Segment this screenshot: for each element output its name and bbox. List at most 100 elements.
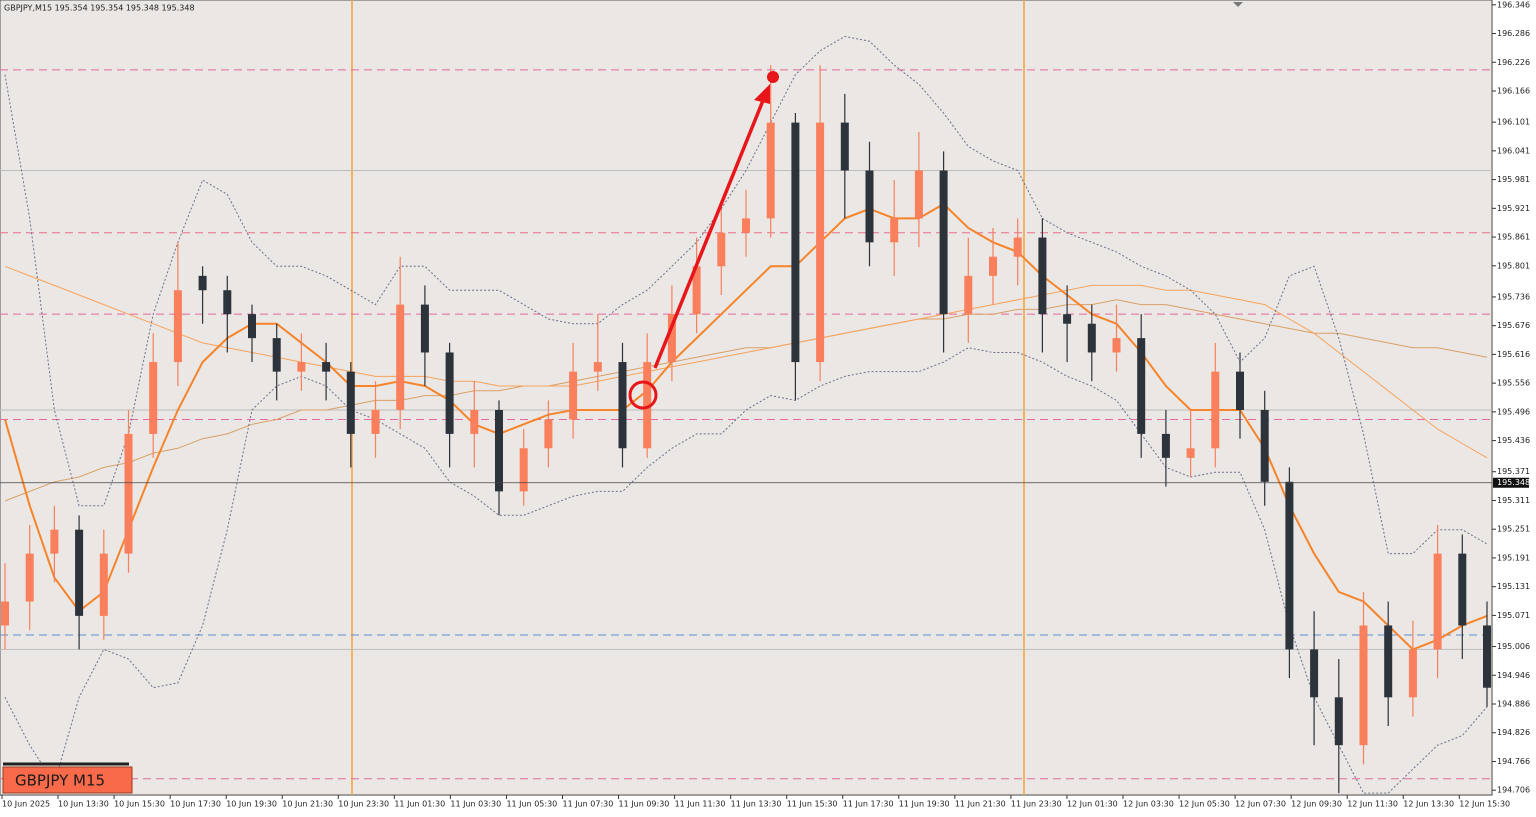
x-tick-label: 11 Jun 17:30 (843, 800, 894, 809)
candle-body (50, 529, 59, 554)
candle-body (865, 170, 874, 243)
y-tick-label: 195.981 (1497, 175, 1530, 184)
x-tick-label: 11 Jun 03:30 (450, 800, 501, 809)
candle-body (1310, 649, 1319, 698)
candle-body (124, 433, 133, 554)
annotation (628, 71, 779, 410)
candle-body (717, 232, 726, 267)
candle-body (544, 419, 553, 449)
x-tick-label: 11 Jun 19:30 (899, 800, 950, 809)
candle-body (1384, 625, 1393, 698)
candle-body (1359, 625, 1368, 746)
candle-body (791, 122, 800, 363)
x-tick-label: 12 Jun 01:30 (1067, 800, 1118, 809)
candle-body (272, 338, 281, 372)
y-tick-label: 195.736 (1497, 292, 1530, 301)
y-tick-label: 195.006 (1497, 642, 1530, 651)
badge-text: GBPJPY M15 (15, 772, 105, 790)
candle-body (643, 362, 652, 449)
candle-body (1087, 323, 1096, 353)
x-tick-label: 11 Jun 21:30 (955, 800, 1006, 809)
candle-body (1236, 371, 1244, 410)
y-tick-label: 194.886 (1497, 700, 1530, 709)
plot-area (0, 0, 1493, 796)
y-tick-label: 195.676 (1497, 321, 1530, 330)
x-tick-label: 11 Jun 23:30 (1011, 800, 1062, 809)
y-tick-label: 195.371 (1497, 467, 1530, 476)
y-tick-label: 194.706 (1497, 786, 1530, 795)
x-tick-label: 10 Jun 17:30 (170, 800, 221, 809)
y-tick-label: 195.496 (1497, 407, 1530, 416)
candle-body (816, 122, 825, 363)
arrow-shaft (653, 97, 766, 369)
candle-body (445, 352, 454, 434)
candle-body (939, 170, 948, 315)
candle-body (569, 371, 578, 420)
price-axis (1493, 0, 1536, 817)
candle-body (692, 266, 701, 315)
x-tick-label: 10 Jun 13:30 (58, 800, 109, 809)
y-tick-label: 195.071 (1497, 611, 1530, 620)
indicator-line (4, 347, 1488, 794)
y-tick-label: 196.226 (1497, 58, 1530, 67)
current-price-label: 195.348 (1497, 478, 1530, 487)
y-tick-label: 196.101 (1497, 118, 1530, 127)
entry-circle (628, 380, 658, 410)
candle-body (149, 362, 158, 434)
x-tick-label: 12 Jun 05:30 (1179, 800, 1230, 809)
y-tick-label: 195.436 (1497, 436, 1530, 445)
candle-body (25, 553, 34, 602)
candle-body (223, 290, 232, 315)
candle-body (1211, 371, 1220, 449)
candle-body (1408, 649, 1417, 698)
y-tick-label: 194.946 (1497, 671, 1530, 680)
candle-body (1260, 409, 1269, 482)
x-tick-label: 10 Jun 23:30 (338, 800, 389, 809)
candle-body (420, 304, 429, 353)
x-tick-label: 10 Jun 15:30 (114, 800, 165, 809)
candle-body (989, 256, 997, 276)
y-tick-label: 195.921 (1497, 204, 1530, 213)
x-tick-label: 11 Jun 09:30 (619, 800, 670, 809)
candle-body (248, 314, 256, 339)
candle-body (322, 362, 331, 372)
candle-body (297, 362, 306, 372)
candle-body (1433, 553, 1442, 650)
chart-title: GBPJPY,M15 195.354 195.354 195.348 195.3… (4, 4, 195, 13)
candle-body (1483, 625, 1491, 688)
y-tick-label: 195.191 (1497, 553, 1530, 562)
candle-body (396, 304, 405, 410)
candles (1, 65, 1491, 794)
x-tick-label: 12 Jun 13:30 (1403, 800, 1454, 809)
candle-body (1186, 448, 1195, 458)
candle-body (1013, 237, 1022, 257)
y-tick-label: 196.346 (1497, 0, 1530, 9)
y-tick-label: 194.826 (1497, 728, 1530, 737)
x-tick-label: 10 Jun 19:30 (226, 800, 277, 809)
candle-body (840, 122, 849, 171)
candle-body (470, 409, 479, 434)
x-tick-label: 12 Jun 07:30 (1235, 800, 1286, 809)
shift-marker (1233, 2, 1243, 7)
y-tick-label: 195.311 (1497, 496, 1530, 505)
x-tick-label: 11 Jun 15:30 (787, 800, 838, 809)
x-tick-label: 12 Jun 15:30 (1459, 800, 1510, 809)
badge (2, 766, 133, 794)
candle-body (766, 122, 775, 219)
candle-body (593, 362, 602, 372)
candle-body (1038, 237, 1047, 315)
candle-body (1285, 481, 1294, 650)
y-tick-label: 196.166 (1497, 86, 1530, 95)
y-tick-label: 196.041 (1497, 146, 1530, 155)
x-tick-label: 11 Jun 07:30 (563, 800, 614, 809)
y-tick-label: 195.131 (1497, 582, 1530, 591)
candle-body (346, 371, 355, 434)
time-axis (0, 796, 1493, 817)
candle-body (742, 218, 750, 233)
candle-body (495, 409, 503, 492)
x-tick-label: 12 Jun 09:30 (1291, 800, 1342, 809)
y-tick-label: 195.616 (1497, 350, 1530, 359)
x-tick-label: 11 Jun 01:30 (394, 800, 445, 809)
